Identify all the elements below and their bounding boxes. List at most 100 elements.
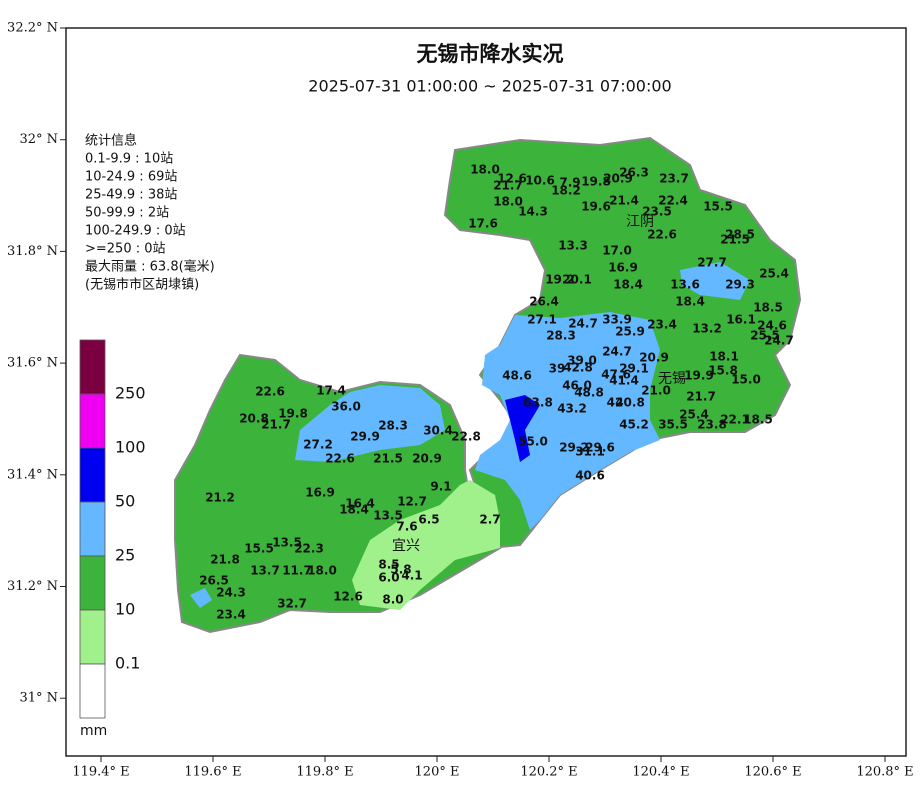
y-tick-label: 32° N	[19, 132, 58, 147]
stats-block: 统计信息 0.1-9.9 : 10站 10-24.9 : 69站 25-49.9 : …	[85, 133, 215, 293]
station-value: 19.9	[684, 369, 714, 383]
station-value: 12.6	[333, 590, 363, 604]
station-value: 20.9	[603, 172, 633, 186]
station-value: 16.9	[305, 486, 335, 500]
station-value: 13.3	[558, 239, 588, 253]
y-tick-label: 31.8° N	[7, 244, 58, 259]
station-value: 16.4	[345, 497, 375, 511]
station-value: 36.0	[331, 400, 361, 414]
station-value: 16.1	[726, 313, 756, 327]
station-value: 19.6	[581, 200, 611, 214]
station-value: 22.8	[451, 430, 481, 444]
station-value: 22.6	[325, 452, 355, 466]
place-name: 江阴	[626, 214, 654, 230]
station-value: 8.0	[382, 593, 403, 607]
stats-line: 0.1-9.9 : 10站	[85, 152, 173, 167]
x-tick-label: 120.2° E	[520, 765, 577, 780]
station-value: 18.0	[493, 195, 523, 209]
legend-swatch	[79, 609, 106, 665]
station-value: 29.3	[725, 278, 755, 292]
station-value: 26.4	[529, 295, 559, 309]
stats-line: 50-99.9 : 2站	[85, 206, 169, 221]
region-blue	[680, 262, 750, 300]
station-value: 23.8	[697, 418, 727, 432]
station-value: 20.1	[562, 273, 592, 287]
station-value: 25.4	[759, 267, 789, 281]
station-value: 32.7	[277, 597, 307, 611]
station-value: 11.7	[282, 564, 312, 578]
station-value: 6.0	[378, 571, 399, 585]
legend-label: 25	[115, 546, 135, 565]
legend-unit: mm	[80, 723, 107, 739]
station-value: 30.4	[423, 424, 453, 438]
station-value: 12.7	[397, 495, 427, 509]
station-value: 23.5	[642, 205, 672, 219]
station-value: 63.8	[523, 396, 553, 410]
stats-line: >=250 : 0站	[85, 242, 166, 257]
region-blue	[295, 385, 445, 462]
station-value: 28.5	[725, 228, 755, 242]
y-tick-label: 32.2° N	[7, 21, 58, 36]
station-value: 47.6	[601, 368, 631, 382]
station-value: 17.6	[468, 217, 498, 231]
station-value: 21.0	[641, 384, 671, 398]
region-dark-blue	[505, 395, 540, 462]
station-value: 21.5	[373, 452, 403, 466]
station-value: 29.1	[619, 362, 649, 376]
station-value: 39	[549, 362, 566, 376]
station-value: 27.1	[527, 313, 557, 327]
legend-swatch	[79, 555, 106, 611]
stats-line: (无锡市市区胡埭镇)	[85, 277, 199, 293]
station-value: 20.9	[412, 452, 442, 466]
x-tick-label: 119.6° E	[184, 765, 241, 780]
stats-line: 10-24.9 : 69站	[85, 170, 177, 185]
station-value: 29.6	[585, 441, 615, 455]
station-value: 18.5	[753, 301, 783, 315]
station-value: 48.6	[502, 369, 532, 383]
station-value: 18.2	[551, 184, 581, 198]
station-value: 20.9	[639, 351, 669, 365]
station-value: 17.4	[316, 384, 346, 398]
station-value: 45.2	[619, 418, 649, 432]
stations: 18.012.621.7 10.6 7.918.219.820.926.3 23.71…	[199, 163, 794, 622]
x-tick-label: 120.8° E	[856, 765, 913, 780]
legend: 250 100 50 25 10 0.1 mm	[79, 339, 146, 739]
legend-label: 250	[115, 384, 146, 403]
station-value: 48.8	[574, 386, 604, 400]
station-value: 19.8	[278, 407, 308, 421]
y-tick-label: 31.2° N	[7, 579, 58, 594]
station-value: 41.4	[609, 374, 639, 388]
station-value: 22.6	[255, 385, 285, 399]
station-value: 21.7	[493, 179, 523, 193]
y-tick-label: 31.4° N	[7, 467, 58, 482]
station-value: 18.4	[339, 503, 369, 517]
station-value: 23.7	[659, 172, 689, 186]
station-value: 26.3	[619, 166, 649, 180]
legend-swatch	[79, 501, 106, 557]
station-value: 24.7	[568, 317, 598, 331]
station-value: 29.2	[559, 441, 589, 455]
station-value: 5.8	[390, 563, 411, 577]
station-value: 42	[607, 396, 624, 410]
station-value: 25.5	[750, 329, 780, 343]
station-value: 4.1	[401, 569, 422, 583]
station-value: 18.4	[675, 295, 705, 309]
station-value: 39.0	[567, 354, 597, 368]
station-value: 22.6	[647, 228, 677, 242]
station-value: 13.5	[373, 509, 403, 523]
station-value: 21.4	[609, 194, 639, 208]
x-tick-label: 120° E	[415, 765, 460, 780]
station-value: 21.5	[720, 233, 750, 247]
station-value: 2.7	[479, 513, 500, 527]
y-tick-label: 31.6° N	[7, 356, 58, 371]
station-value: 16.9	[608, 261, 638, 275]
station-value: 22.4	[658, 194, 688, 208]
stats-line: 最大雨量 : 63.8(毫米)	[85, 259, 215, 275]
place-name: 宜兴	[392, 538, 420, 554]
legend-swatch	[79, 447, 106, 503]
station-value: 15.0	[731, 373, 761, 387]
station-value: 22.3	[294, 542, 324, 556]
station-value: 35.5	[658, 418, 688, 432]
